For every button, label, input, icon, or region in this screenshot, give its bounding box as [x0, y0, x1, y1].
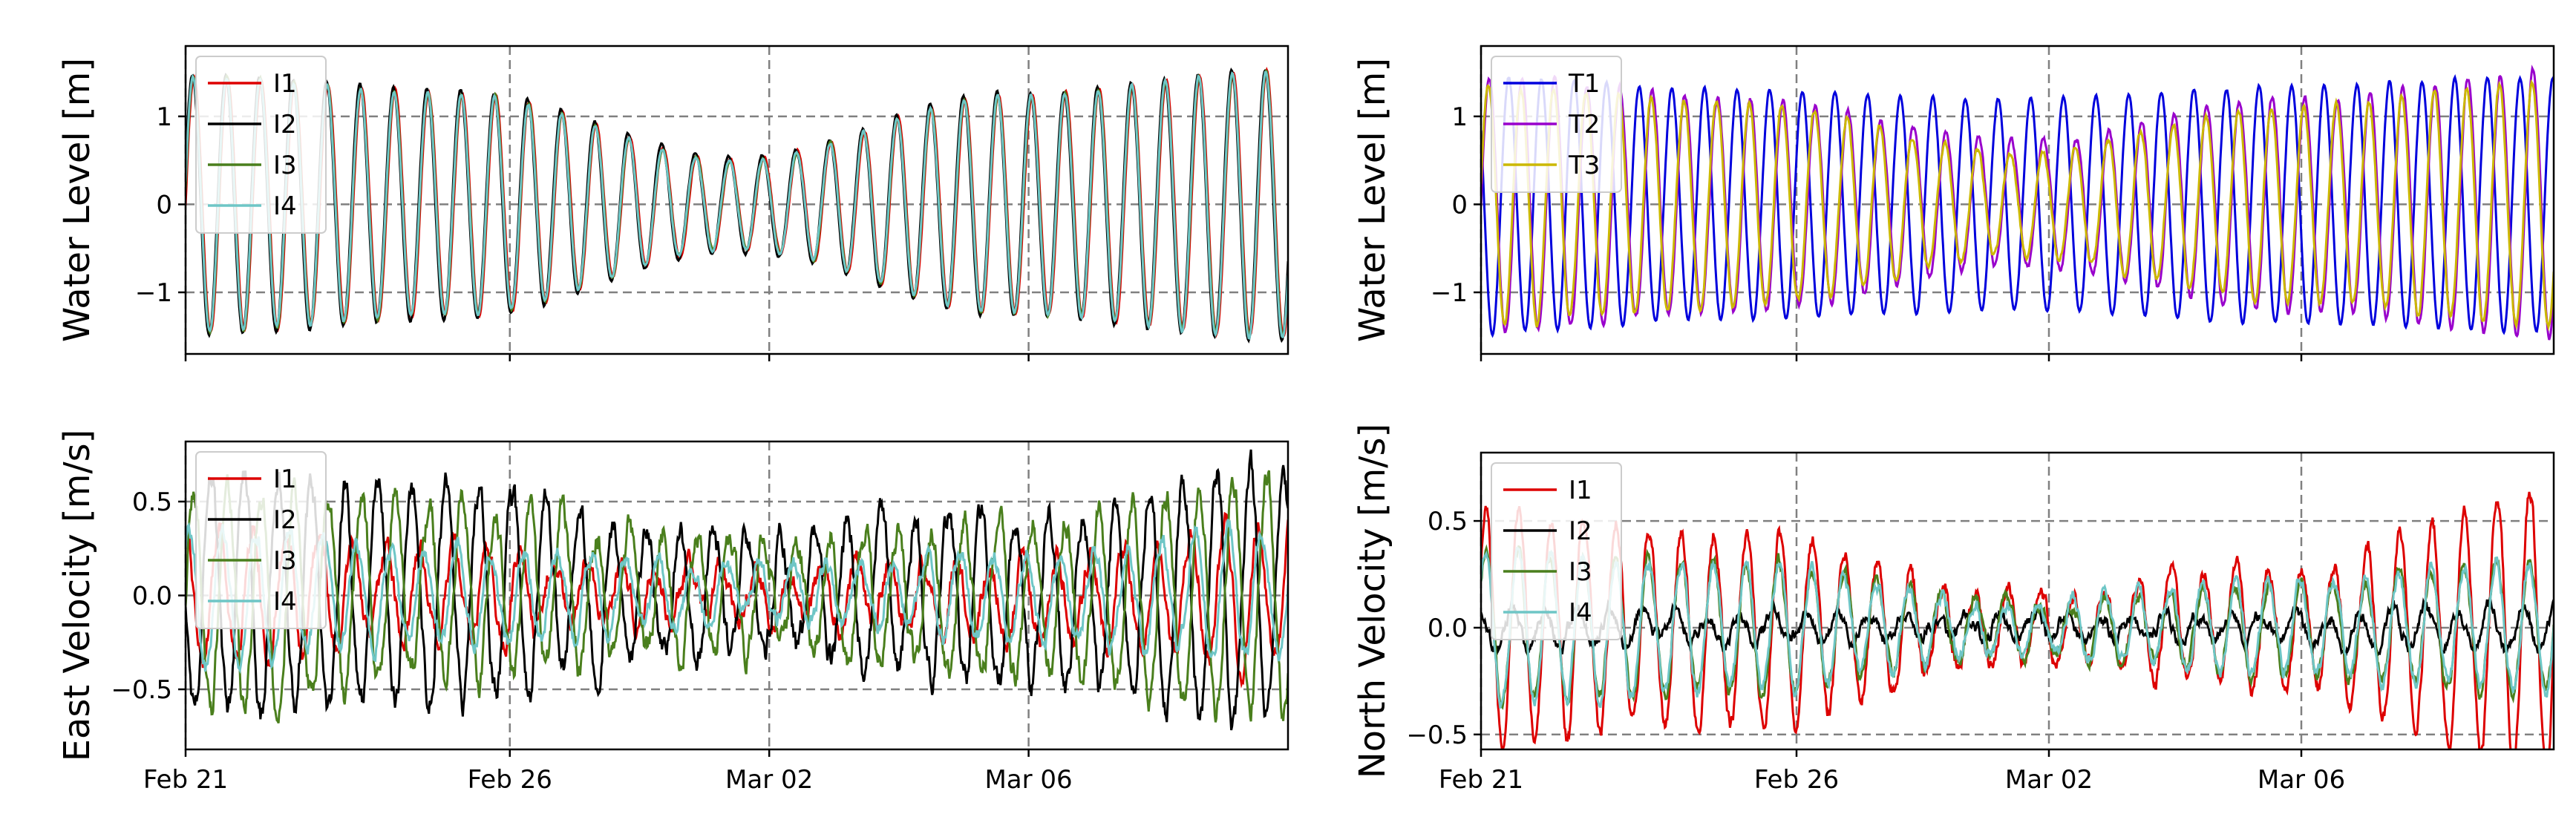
y-axis-label: Water Level [m]	[1352, 58, 1393, 342]
chart-panel-bottom-left: −0.5 0.0 0.5 Feb 21 Feb 26 Mar 02 Mar 06 East V…	[56, 430, 1289, 795]
y-axis-label: Water Level [m]	[56, 58, 98, 342]
legend-label-i4: I4	[1569, 598, 1592, 628]
y-tick-label: 1	[156, 102, 172, 132]
legend-label-i4: I4	[273, 191, 297, 221]
legend-label-t1: T1	[1568, 69, 1600, 99]
y-tick-label: 0.5	[1428, 507, 1468, 536]
x-tick-label: Mar 02	[2005, 765, 2093, 795]
x-tick-label: Feb 21	[1439, 765, 1523, 795]
x-tick-label: Mar 02	[725, 765, 813, 795]
legend-label-i2: I2	[273, 110, 297, 139]
legend-label-i3: I3	[1569, 557, 1592, 587]
legend-label-i2: I2	[273, 505, 297, 535]
plot-frame	[1480, 45, 2555, 355]
y-tick-label: −0.5	[111, 675, 172, 705]
y-axis-label: North Velocity [m/s]	[1352, 424, 1393, 778]
legend-label-i1: I1	[1569, 476, 1592, 505]
x-tick-label: Mar 06	[2258, 765, 2345, 795]
y-tick-label: −0.5	[1406, 720, 1468, 750]
legend-label-i3: I3	[273, 151, 297, 180]
series-line-i3	[186, 470, 1288, 724]
legend-label-i3: I3	[273, 546, 297, 576]
y-axis-label: East Velocity [m/s]	[56, 430, 98, 762]
y-tick-label: 0.0	[132, 582, 172, 611]
x-tick-label: Feb 21	[143, 765, 228, 795]
series-line-t1	[1481, 73, 2554, 338]
chart-panel-bottom-right: −0.5 0.0 0.5 Feb 21 Feb 26 Mar 02 Mar 06 North …	[1352, 424, 2555, 795]
chart-panel-top-right: −1 0 1 Water Level [m] T1 T2 T3	[1352, 45, 2555, 361]
y-tick-label: 0.0	[1428, 614, 1468, 643]
legend-box	[195, 56, 327, 234]
legend-label-i1: I1	[273, 464, 297, 494]
series-line-i2	[186, 449, 1288, 731]
x-tick-label: Mar 06	[984, 765, 1072, 795]
series-line-t3	[1481, 79, 2554, 332]
series-line-i4	[1481, 546, 2554, 709]
y-tick-label: 0.5	[132, 487, 172, 517]
legend-label-t2: T2	[1568, 110, 1600, 139]
legend-label-t3: T3	[1568, 151, 1600, 180]
plot-frame	[184, 45, 1289, 355]
y-tick-label: −1	[1431, 278, 1468, 308]
plot-frame	[1480, 451, 2555, 751]
legend-label-i2: I2	[1569, 516, 1592, 546]
y-tick-label: −1	[135, 278, 172, 308]
legend-box	[195, 451, 327, 629]
legend-box	[1491, 462, 1622, 640]
x-tick-label: Feb 26	[1754, 765, 1839, 795]
y-tick-label: 0	[1451, 190, 1468, 220]
series-line-i4	[186, 70, 1288, 341]
y-tick-label: 1	[1451, 102, 1468, 132]
series-line-i4	[186, 519, 1288, 674]
chart-panel-top-left: −1 0 1 Water Level [m] I1 I2 I3 I4	[56, 45, 1289, 361]
y-tick-label: 0	[156, 190, 172, 220]
x-tick-label: Feb 26	[468, 765, 552, 795]
legend-label-i4: I4	[273, 587, 297, 617]
legend-label-i1: I1	[273, 69, 297, 99]
